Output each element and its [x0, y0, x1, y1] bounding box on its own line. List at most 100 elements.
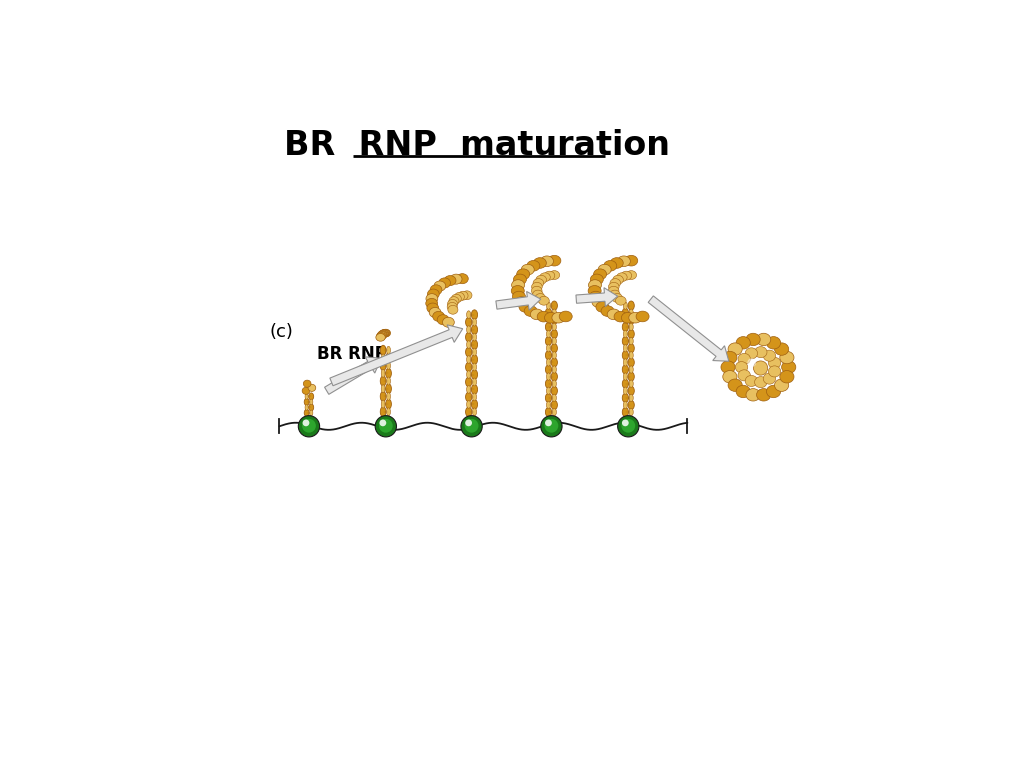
- Ellipse shape: [471, 310, 477, 319]
- Ellipse shape: [471, 355, 477, 365]
- Ellipse shape: [427, 303, 438, 313]
- Ellipse shape: [466, 317, 472, 327]
- Circle shape: [380, 419, 386, 426]
- Ellipse shape: [552, 394, 556, 402]
- Ellipse shape: [387, 346, 390, 354]
- Ellipse shape: [623, 336, 629, 346]
- Ellipse shape: [598, 264, 611, 275]
- Circle shape: [545, 419, 558, 432]
- Ellipse shape: [624, 316, 628, 323]
- Ellipse shape: [512, 280, 524, 290]
- Ellipse shape: [622, 313, 634, 323]
- Ellipse shape: [426, 293, 438, 303]
- Ellipse shape: [387, 408, 390, 415]
- Ellipse shape: [552, 337, 556, 345]
- Ellipse shape: [735, 362, 748, 372]
- Ellipse shape: [629, 309, 633, 316]
- Ellipse shape: [551, 301, 557, 310]
- Polygon shape: [330, 325, 463, 386]
- Ellipse shape: [594, 269, 606, 280]
- Ellipse shape: [536, 276, 547, 284]
- Ellipse shape: [546, 408, 552, 417]
- Ellipse shape: [590, 274, 603, 285]
- Ellipse shape: [466, 377, 472, 387]
- Ellipse shape: [376, 333, 385, 341]
- Ellipse shape: [472, 378, 476, 386]
- Ellipse shape: [607, 309, 621, 319]
- Ellipse shape: [623, 351, 629, 360]
- Ellipse shape: [628, 400, 634, 409]
- Ellipse shape: [629, 337, 633, 345]
- Ellipse shape: [766, 336, 780, 349]
- Ellipse shape: [723, 351, 737, 364]
- Ellipse shape: [387, 392, 390, 400]
- Ellipse shape: [628, 358, 634, 367]
- Ellipse shape: [467, 356, 471, 363]
- Ellipse shape: [768, 366, 780, 377]
- Ellipse shape: [547, 359, 551, 366]
- Ellipse shape: [447, 300, 458, 308]
- Ellipse shape: [612, 276, 624, 284]
- Ellipse shape: [434, 281, 445, 291]
- Ellipse shape: [380, 361, 386, 371]
- Ellipse shape: [551, 372, 557, 381]
- Ellipse shape: [381, 369, 385, 377]
- Ellipse shape: [623, 393, 629, 402]
- Ellipse shape: [534, 258, 547, 268]
- Polygon shape: [325, 357, 381, 394]
- Ellipse shape: [608, 283, 620, 291]
- Ellipse shape: [540, 273, 550, 282]
- Ellipse shape: [601, 306, 614, 316]
- Ellipse shape: [774, 343, 788, 356]
- Polygon shape: [496, 292, 541, 310]
- Ellipse shape: [457, 273, 468, 283]
- Ellipse shape: [472, 393, 476, 401]
- Ellipse shape: [377, 333, 386, 340]
- Ellipse shape: [380, 329, 390, 337]
- Ellipse shape: [546, 365, 552, 374]
- Ellipse shape: [309, 399, 313, 405]
- Ellipse shape: [309, 404, 313, 411]
- Ellipse shape: [544, 271, 555, 280]
- Ellipse shape: [386, 384, 391, 394]
- Ellipse shape: [546, 308, 552, 317]
- Ellipse shape: [308, 384, 315, 392]
- Ellipse shape: [466, 362, 472, 372]
- Ellipse shape: [377, 332, 386, 339]
- Circle shape: [375, 415, 396, 437]
- Text: BR  RNP  maturation: BR RNP maturation: [285, 129, 671, 162]
- Ellipse shape: [623, 408, 629, 417]
- Ellipse shape: [387, 377, 390, 385]
- Ellipse shape: [552, 309, 556, 316]
- Ellipse shape: [513, 274, 526, 285]
- Ellipse shape: [530, 309, 544, 319]
- Ellipse shape: [624, 345, 628, 352]
- Ellipse shape: [546, 336, 552, 346]
- Ellipse shape: [527, 260, 540, 271]
- Ellipse shape: [467, 341, 471, 349]
- Ellipse shape: [467, 311, 471, 319]
- Ellipse shape: [305, 394, 308, 399]
- Ellipse shape: [604, 260, 616, 271]
- Ellipse shape: [444, 276, 456, 286]
- Ellipse shape: [721, 361, 735, 373]
- Ellipse shape: [546, 379, 552, 389]
- Ellipse shape: [551, 400, 557, 409]
- Ellipse shape: [467, 401, 471, 409]
- Ellipse shape: [438, 278, 451, 288]
- Ellipse shape: [621, 271, 632, 280]
- Ellipse shape: [629, 394, 633, 402]
- Ellipse shape: [379, 329, 389, 337]
- Ellipse shape: [738, 353, 751, 365]
- Ellipse shape: [617, 256, 631, 266]
- Ellipse shape: [472, 348, 476, 356]
- Ellipse shape: [386, 369, 391, 379]
- Ellipse shape: [552, 380, 556, 387]
- Ellipse shape: [547, 316, 551, 323]
- Ellipse shape: [381, 400, 385, 408]
- Circle shape: [622, 419, 629, 426]
- Ellipse shape: [546, 323, 552, 332]
- Ellipse shape: [467, 371, 471, 379]
- Ellipse shape: [736, 386, 751, 398]
- Ellipse shape: [781, 361, 796, 373]
